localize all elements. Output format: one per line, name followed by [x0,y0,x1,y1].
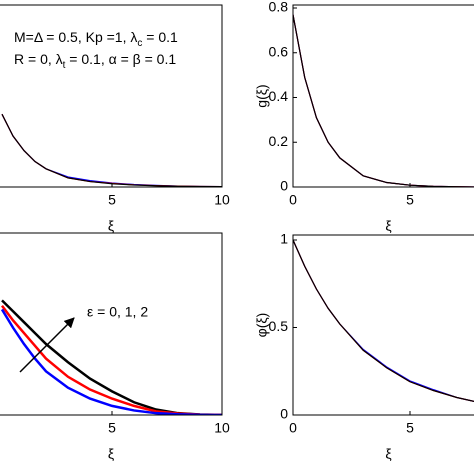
annotation-part: = 0.1, α = β = 0.1 [65,51,176,67]
panel: 0 5 0 0.5 1 ξ φ(ξ) [254,231,474,462]
x-axis-label: ξ [108,218,114,234]
annotation-part: c [137,38,142,49]
x-axis-label: ξ [385,446,391,462]
annotation-part: t [63,60,66,71]
series-line [1,113,222,187]
plot-area [1,113,222,187]
x-axis-label: ξ [108,446,114,462]
series-line [293,14,474,187]
axes-frame [292,234,474,416]
annotation: R = 0, λt = 0.1, α = β = 0.1 [14,51,176,71]
series-line [1,113,222,187]
series-line [0,308,222,415]
y-tick-label: 1 [280,231,288,247]
x-tick-label: 5 [108,420,116,436]
y-tick-label: 0.5 [269,318,289,334]
x-tick-label: 0 [289,420,297,436]
x-tick-label: 5 [406,192,414,208]
series-line [1,113,222,187]
plot-area [0,299,222,415]
plot-area [293,14,474,187]
x-axis-label: ξ [385,218,391,234]
panel: 5 10 ξ ε = 0, 1, 2 [0,232,230,462]
y-tick-label: 0 [280,406,288,422]
y-tick-label: 0.4 [269,88,289,104]
annotation-part: = 0.1 [142,29,178,45]
series-line [293,239,474,402]
panel: 0 5 0 0.2 0.4 0.6 0.8 ξ g(ξ) [254,0,474,234]
y-axis-label: φ(ξ) [254,313,270,338]
annotation-part: M=Δ = 0.5, Kp =1, λ [14,29,137,45]
axes-frame [292,4,474,188]
plot-area [293,239,474,402]
x-tick-label: 5 [108,192,116,208]
x-tick-label: 10 [214,192,230,208]
axes-frame [0,4,223,188]
y-axis-label: g(ξ) [254,84,270,107]
annotation: M=Δ = 0.5, Kp =1, λc = 0.1 [14,29,178,49]
series-line [293,239,474,402]
annotation-part: R = 0, λ [14,51,63,67]
series-line [293,239,474,402]
y-tick-label: 0.2 [269,133,289,149]
x-tick-label: 0 [289,192,297,208]
y-tick-label: 0 [280,178,288,194]
series-line [293,14,474,187]
annotation-arrow [19,317,75,373]
y-tick-label: 0.6 [269,43,289,59]
y-tick-label: 0.8 [269,0,289,15]
x-tick-label: 5 [406,420,414,436]
annotation: ε = 0, 1, 2 [87,304,148,320]
x-tick-label: 10 [214,420,230,436]
axes-frame [0,232,223,416]
series-line [293,14,474,187]
